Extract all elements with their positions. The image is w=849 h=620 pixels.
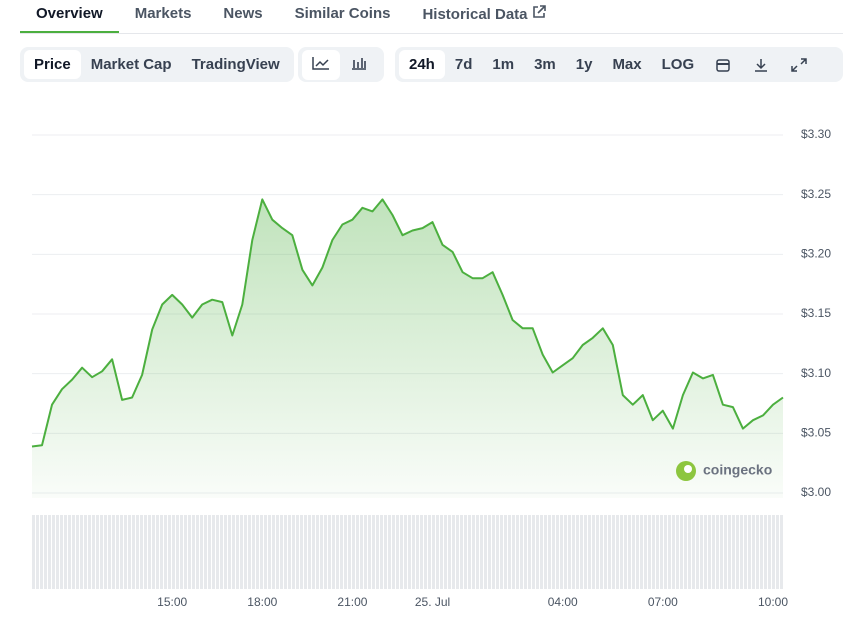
tab[interactable]: Historical Data (406, 0, 561, 33)
tab[interactable]: Markets (134, 5, 192, 22)
x-tick-label: 25. Jul (415, 595, 450, 609)
y-tick-label: $3.30 (801, 127, 831, 141)
tab-bar: Overview Markets News Similar Coins Hist… (20, 0, 843, 34)
y-tick-label: $3.20 (801, 247, 831, 261)
x-tick-label: 10:00 (758, 595, 788, 609)
tab[interactable]: News (223, 5, 263, 22)
fullscreen-icon[interactable] (790, 57, 808, 72)
watermark: coingecko (676, 461, 772, 481)
view-button[interactable]: Market Cap (90, 56, 172, 73)
view-button[interactable]: Price (24, 50, 81, 79)
x-tick-label: 04:00 (548, 595, 578, 609)
candle-style-button[interactable] (340, 50, 378, 80)
line-style-button[interactable] (302, 49, 340, 80)
download-icon[interactable] (752, 58, 770, 72)
y-tick-label: $3.10 (801, 366, 831, 380)
view-button[interactable]: TradingView (191, 56, 280, 73)
range-button[interactable]: 24h (399, 50, 445, 79)
tab[interactable]: Similar Coins (294, 5, 391, 22)
range-button[interactable]: 3m (534, 56, 556, 73)
x-tick-label: 21:00 (337, 595, 367, 609)
volume-band (32, 515, 783, 589)
tab-label[interactable]: Historical Data (422, 6, 528, 23)
range-button[interactable]: Max (612, 56, 642, 73)
y-tick-label: $3.25 (801, 187, 831, 201)
external-icon (532, 5, 546, 18)
x-tick-label: 15:00 (157, 595, 187, 609)
view-group: Price Market Cap TradingView (20, 47, 294, 82)
range-button[interactable]: 1m (492, 56, 515, 73)
x-tick-label: 18:00 (247, 595, 277, 609)
y-tick-label: $3.05 (801, 426, 831, 440)
watermark-text: coingecko (703, 462, 772, 478)
tab[interactable]: Overview (20, 0, 119, 33)
chart-style-group (298, 47, 384, 82)
price-line (31, 198, 784, 448)
y-tick-label: $3.00 (801, 485, 831, 499)
calendar-icon[interactable] (714, 58, 732, 72)
range-button[interactable]: 1y (575, 56, 593, 73)
range-button[interactable]: 7d (454, 56, 473, 73)
range-button[interactable]: LOG (661, 56, 695, 73)
x-tick-label: 07:00 (648, 595, 678, 609)
y-tick-label: $3.15 (801, 306, 831, 320)
range-group: 24h 7d 1m 3m 1y Max LOG (395, 47, 843, 82)
area (32, 199, 783, 498)
